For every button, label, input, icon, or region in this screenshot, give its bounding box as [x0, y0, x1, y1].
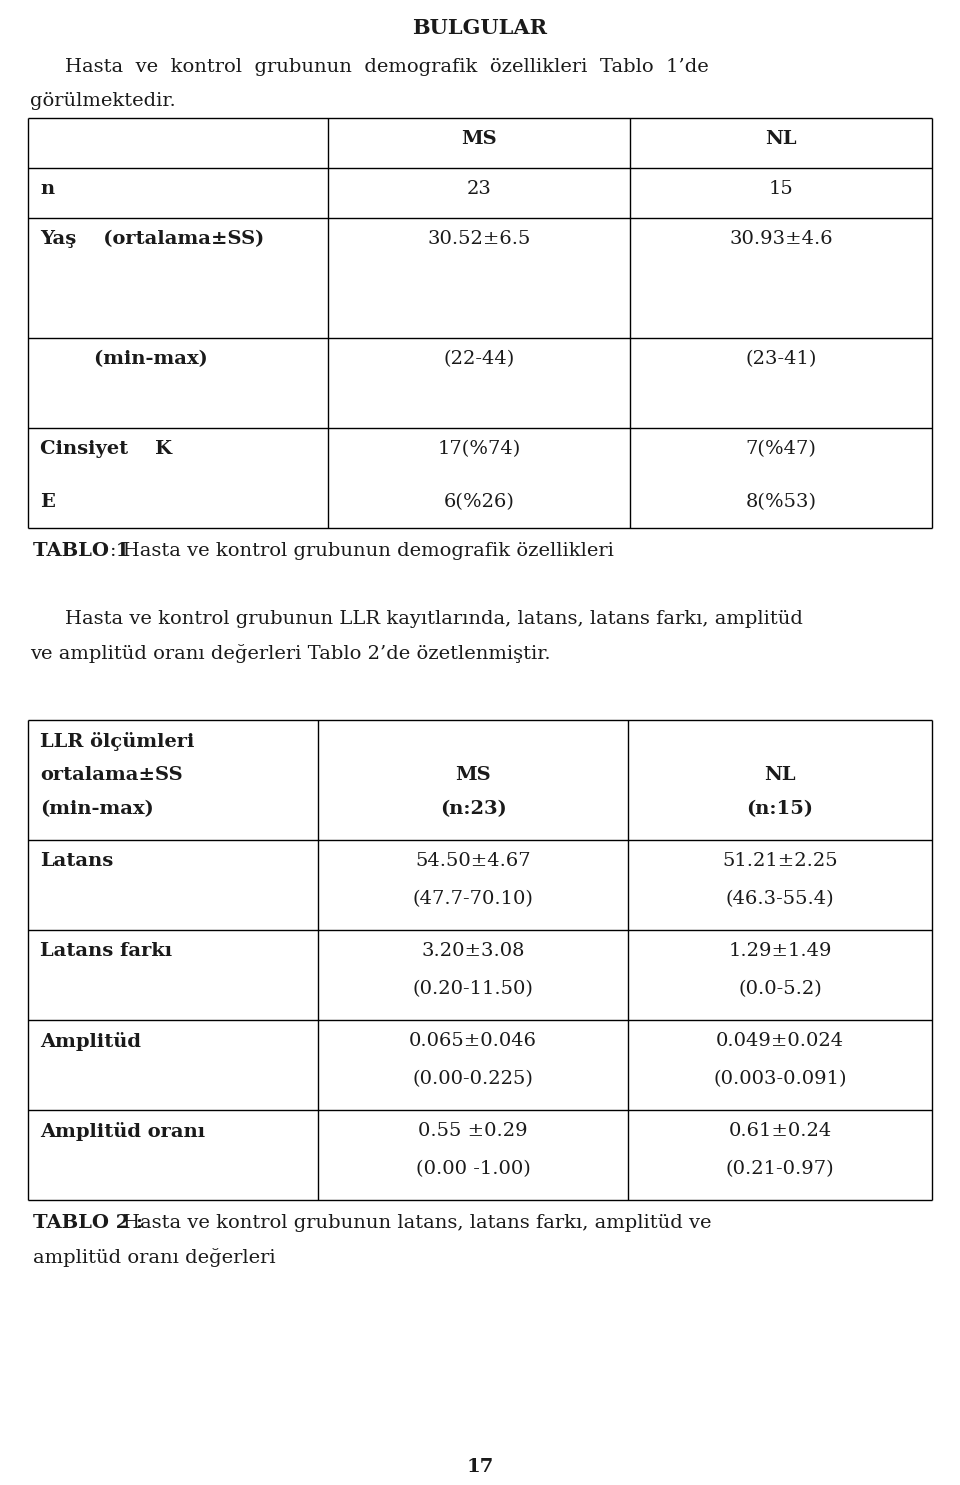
Text: : Hasta ve kontrol grubunun demografik özellikleri: : Hasta ve kontrol grubunun demografik ö… [110, 542, 613, 560]
Text: 17(%74): 17(%74) [438, 440, 520, 457]
Text: Amplitüd oranı: Amplitüd oranı [40, 1123, 205, 1140]
Text: ortalama±SS: ortalama±SS [40, 766, 182, 784]
Text: NL: NL [765, 131, 797, 148]
Text: (n:15): (n:15) [747, 800, 813, 818]
Text: 0.61±0.24: 0.61±0.24 [729, 1123, 831, 1140]
Text: LLR ölçümleri: LLR ölçümleri [40, 732, 194, 751]
Text: 54.50±4.67: 54.50±4.67 [415, 852, 531, 870]
Text: 30.52±6.5: 30.52±6.5 [427, 230, 531, 248]
Text: (0.00-0.225): (0.00-0.225) [413, 1071, 534, 1089]
Text: Yaş    (ortalama±SS): Yaş (ortalama±SS) [40, 230, 264, 248]
Text: 23: 23 [467, 180, 492, 198]
Text: 7(%47): 7(%47) [746, 440, 816, 457]
Text: BULGULAR: BULGULAR [413, 18, 547, 39]
Text: n: n [40, 180, 54, 198]
Text: 0.065±0.046: 0.065±0.046 [409, 1032, 537, 1050]
Text: 51.21±2.25: 51.21±2.25 [722, 852, 838, 870]
Text: 0.049±0.024: 0.049±0.024 [716, 1032, 844, 1050]
Text: 15: 15 [769, 180, 793, 198]
Text: (0.21-0.97): (0.21-0.97) [726, 1160, 834, 1178]
Text: (23-41): (23-41) [745, 350, 817, 368]
Text: MS: MS [461, 131, 497, 148]
Text: 1.29±1.49: 1.29±1.49 [729, 941, 831, 959]
Text: Latans: Latans [40, 852, 113, 870]
Text: MS: MS [455, 766, 491, 784]
Text: Amplitüd: Amplitüd [40, 1032, 141, 1051]
Text: Latans farkı: Latans farkı [40, 941, 172, 959]
Text: görülmektedir.: görülmektedir. [30, 92, 176, 110]
Text: E: E [40, 493, 55, 511]
Text: Cinsiyet    K: Cinsiyet K [40, 440, 172, 457]
Text: (min-max): (min-max) [40, 350, 207, 368]
Text: (n:23): (n:23) [440, 800, 506, 818]
Text: 30.93±4.6: 30.93±4.6 [730, 230, 833, 248]
Text: TABLO 1: TABLO 1 [33, 542, 130, 560]
Text: (47.7-70.10): (47.7-70.10) [413, 890, 534, 907]
Text: NL: NL [764, 766, 796, 784]
Text: Hasta ve kontrol grubunun LLR kayıtlarında, latans, latans farkı, amplitüd: Hasta ve kontrol grubunun LLR kayıtların… [65, 610, 803, 628]
Text: (0.00 -1.00): (0.00 -1.00) [416, 1160, 530, 1178]
Text: Hasta  ve  kontrol  grubunun  demografik  özellikleri  Tablo  1’de: Hasta ve kontrol grubunun demografik öze… [65, 58, 708, 76]
Text: amplitüd oranı değerleri: amplitüd oranı değerleri [33, 1247, 276, 1267]
Text: (0.0-5.2): (0.0-5.2) [738, 980, 822, 998]
Text: 0.55 ±0.29: 0.55 ±0.29 [419, 1123, 528, 1140]
Text: Hasta ve kontrol grubunun latans, latans farkı, amplitüd ve: Hasta ve kontrol grubunun latans, latans… [123, 1215, 711, 1233]
Text: (22-44): (22-44) [444, 350, 515, 368]
Text: (min-max): (min-max) [40, 800, 154, 818]
Text: (0.20-11.50): (0.20-11.50) [413, 980, 534, 998]
Text: (0.003-0.091): (0.003-0.091) [713, 1071, 847, 1089]
Text: ve amplitüd oranı değerleri Tablo 2’de özetlenmiştir.: ve amplitüd oranı değerleri Tablo 2’de ö… [30, 644, 551, 662]
Text: 6(%26): 6(%26) [444, 493, 515, 511]
Text: 17: 17 [467, 1458, 493, 1476]
Text: 3.20±3.08: 3.20±3.08 [421, 941, 525, 959]
Text: TABLO 2 :: TABLO 2 : [33, 1215, 150, 1233]
Text: (46.3-55.4): (46.3-55.4) [726, 890, 834, 907]
Text: 8(%53): 8(%53) [746, 493, 817, 511]
